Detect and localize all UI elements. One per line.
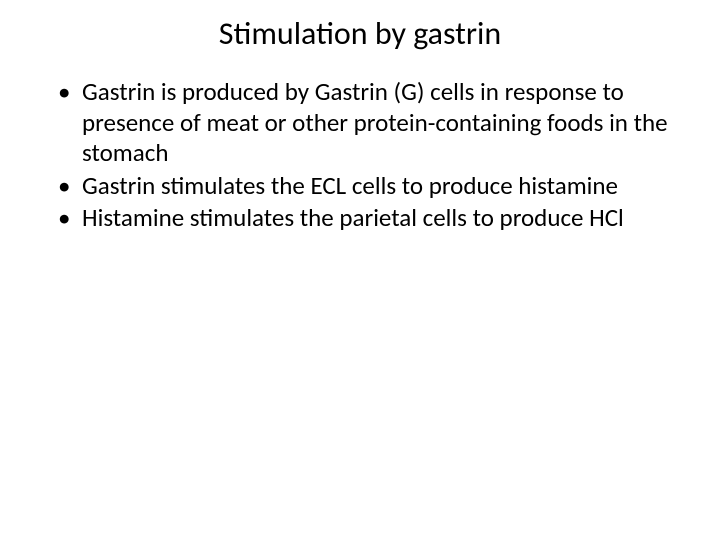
slide-body: Gastrin is produced by Gastrin (G) cells…: [0, 59, 720, 234]
slide: Stimulation by gastrin Gastrin is produc…: [0, 0, 720, 540]
bullet-list: Gastrin is produced by Gastrin (G) cells…: [58, 77, 680, 234]
slide-title: Stimulation by gastrin: [0, 0, 720, 59]
list-item: Gastrin is produced by Gastrin (G) cells…: [58, 77, 680, 169]
list-item: Histamine stimulates the parietal cells …: [58, 203, 680, 234]
list-item: Gastrin stimulates the ECL cells to prod…: [58, 171, 680, 202]
